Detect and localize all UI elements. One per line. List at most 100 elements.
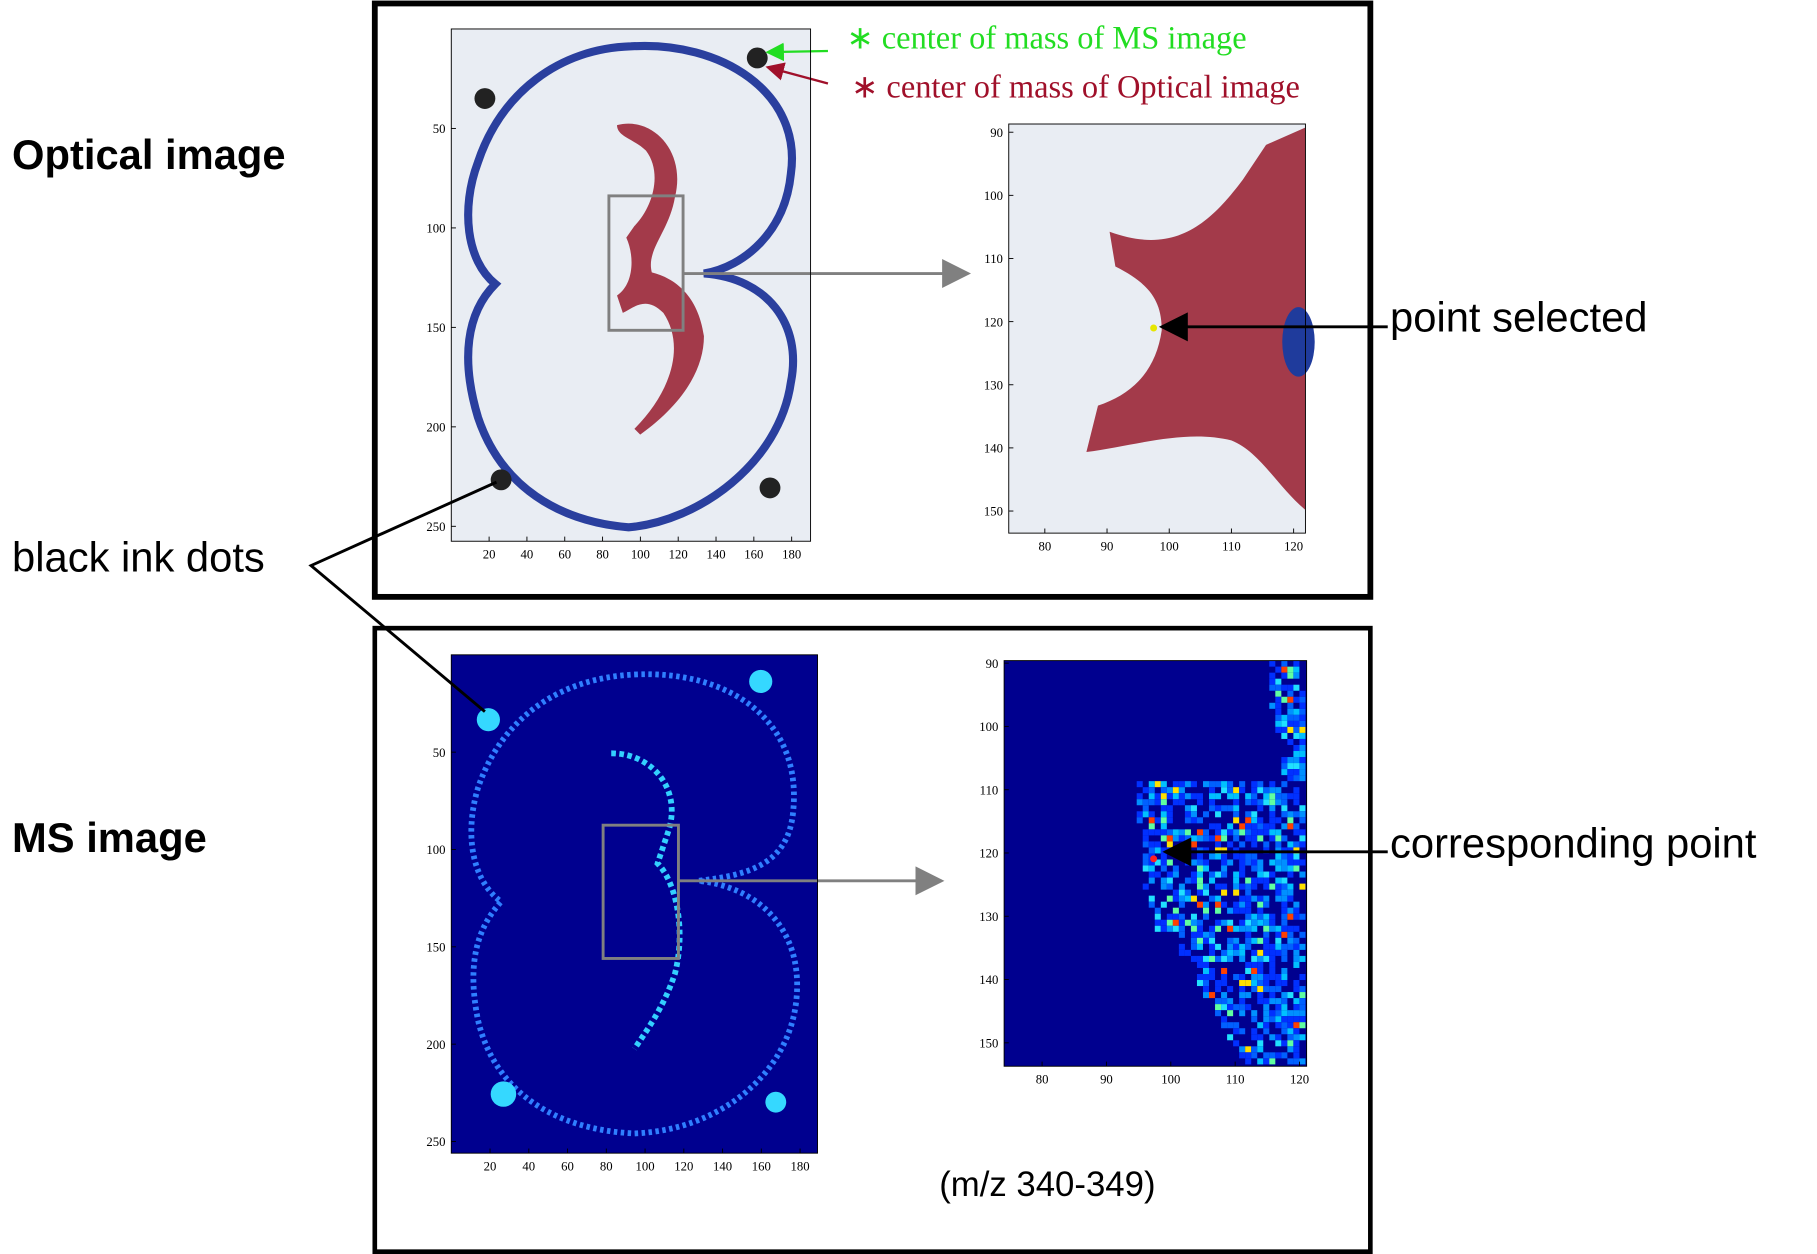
pixel	[1209, 938, 1215, 944]
pixel	[1179, 926, 1185, 932]
pixel	[1239, 872, 1245, 878]
pixel	[1275, 896, 1281, 902]
pixel	[1173, 799, 1179, 805]
pixel	[1161, 817, 1167, 823]
pixel	[1293, 799, 1299, 805]
pixel	[1275, 944, 1281, 950]
corresponding-point-mark	[1150, 855, 1157, 862]
pixel	[1287, 817, 1293, 823]
pixel	[1191, 920, 1197, 926]
pixel	[1281, 793, 1287, 799]
legend-entry: ∗ center of mass of Optical image	[851, 69, 1300, 105]
pixel	[1293, 1028, 1299, 1034]
pixel	[1149, 823, 1155, 829]
pixel	[1197, 884, 1203, 890]
pixel	[1239, 853, 1245, 859]
pixel	[1281, 769, 1287, 775]
x-tick-label: 120	[674, 1160, 693, 1174]
pixel	[1263, 1052, 1269, 1058]
pixel	[1233, 1004, 1239, 1010]
y-tick-label: 150	[426, 321, 445, 335]
pixel	[1173, 926, 1179, 932]
pixel	[1197, 890, 1203, 896]
y-tick-label: 110	[984, 252, 1003, 266]
pixel	[1281, 866, 1287, 872]
pixel	[1257, 1034, 1263, 1040]
x-tick-label: 20	[484, 1160, 497, 1174]
pixel	[1293, 697, 1299, 703]
pixel	[1179, 799, 1185, 805]
pixel	[1293, 727, 1299, 733]
pixel	[1281, 715, 1287, 721]
pixel	[1257, 805, 1263, 811]
pixel	[1161, 878, 1167, 884]
pixel	[1275, 787, 1281, 793]
pixel	[1203, 829, 1209, 835]
pixel	[1269, 835, 1275, 841]
pixel	[1293, 721, 1299, 727]
pixel	[1179, 890, 1185, 896]
pixel	[1221, 866, 1227, 872]
pixel	[1197, 793, 1203, 799]
pixel	[1233, 853, 1239, 859]
y-tick-label: 110	[980, 783, 999, 797]
pixel	[1221, 950, 1227, 956]
pixel	[1215, 805, 1221, 811]
pixel	[1227, 793, 1233, 799]
optical-zoom-image	[1009, 124, 1315, 533]
pixel	[1257, 920, 1263, 926]
pixel	[1251, 823, 1257, 829]
pixel	[1269, 799, 1275, 805]
pixel	[1161, 866, 1167, 872]
pixel	[1299, 992, 1305, 998]
pixel	[1263, 938, 1269, 944]
pixel	[1281, 727, 1287, 733]
pixel	[1227, 938, 1233, 944]
y-tick-label: 140	[984, 442, 1003, 456]
pixel	[1263, 956, 1269, 962]
pixel	[1275, 853, 1281, 859]
pixel	[1185, 811, 1191, 817]
pixel	[1233, 817, 1239, 823]
pixel	[1293, 1004, 1299, 1010]
pixel	[1287, 715, 1293, 721]
pixel	[1215, 811, 1221, 817]
pixel	[1269, 974, 1275, 980]
pixel	[1287, 691, 1293, 697]
pixel	[1299, 1004, 1305, 1010]
x-tick-label: 40	[521, 548, 534, 562]
pixel	[1257, 1040, 1263, 1046]
pixel	[1245, 829, 1251, 835]
pixel	[1149, 841, 1155, 847]
pixel	[1179, 944, 1185, 950]
x-tick-label: 80	[600, 1160, 613, 1174]
pixel	[1179, 829, 1185, 835]
pixel	[1281, 944, 1287, 950]
pixel	[1269, 787, 1275, 793]
pixel	[1167, 914, 1173, 920]
pixel	[1263, 1016, 1269, 1022]
pixel	[1149, 799, 1155, 805]
pixel	[1197, 859, 1203, 865]
pixel	[1299, 1058, 1305, 1064]
pixel	[1221, 859, 1227, 865]
pixel	[1215, 920, 1221, 926]
pixel	[1155, 829, 1161, 835]
pixel	[1215, 896, 1221, 902]
pixel	[1209, 799, 1215, 805]
pixel	[1287, 793, 1293, 799]
pixel	[1293, 757, 1299, 763]
pixel	[1257, 974, 1263, 980]
pixel	[1263, 902, 1269, 908]
pixel	[1269, 944, 1275, 950]
pixel	[1137, 817, 1143, 823]
pixel	[1287, 884, 1293, 890]
pixel	[1149, 872, 1155, 878]
pixel	[1161, 787, 1167, 793]
pixel	[1215, 956, 1221, 962]
pixel	[1269, 1058, 1275, 1064]
pixel	[1251, 835, 1257, 841]
y-tick-label: 50	[433, 746, 446, 760]
pixel	[1287, 1058, 1293, 1064]
pixel	[1293, 986, 1299, 992]
